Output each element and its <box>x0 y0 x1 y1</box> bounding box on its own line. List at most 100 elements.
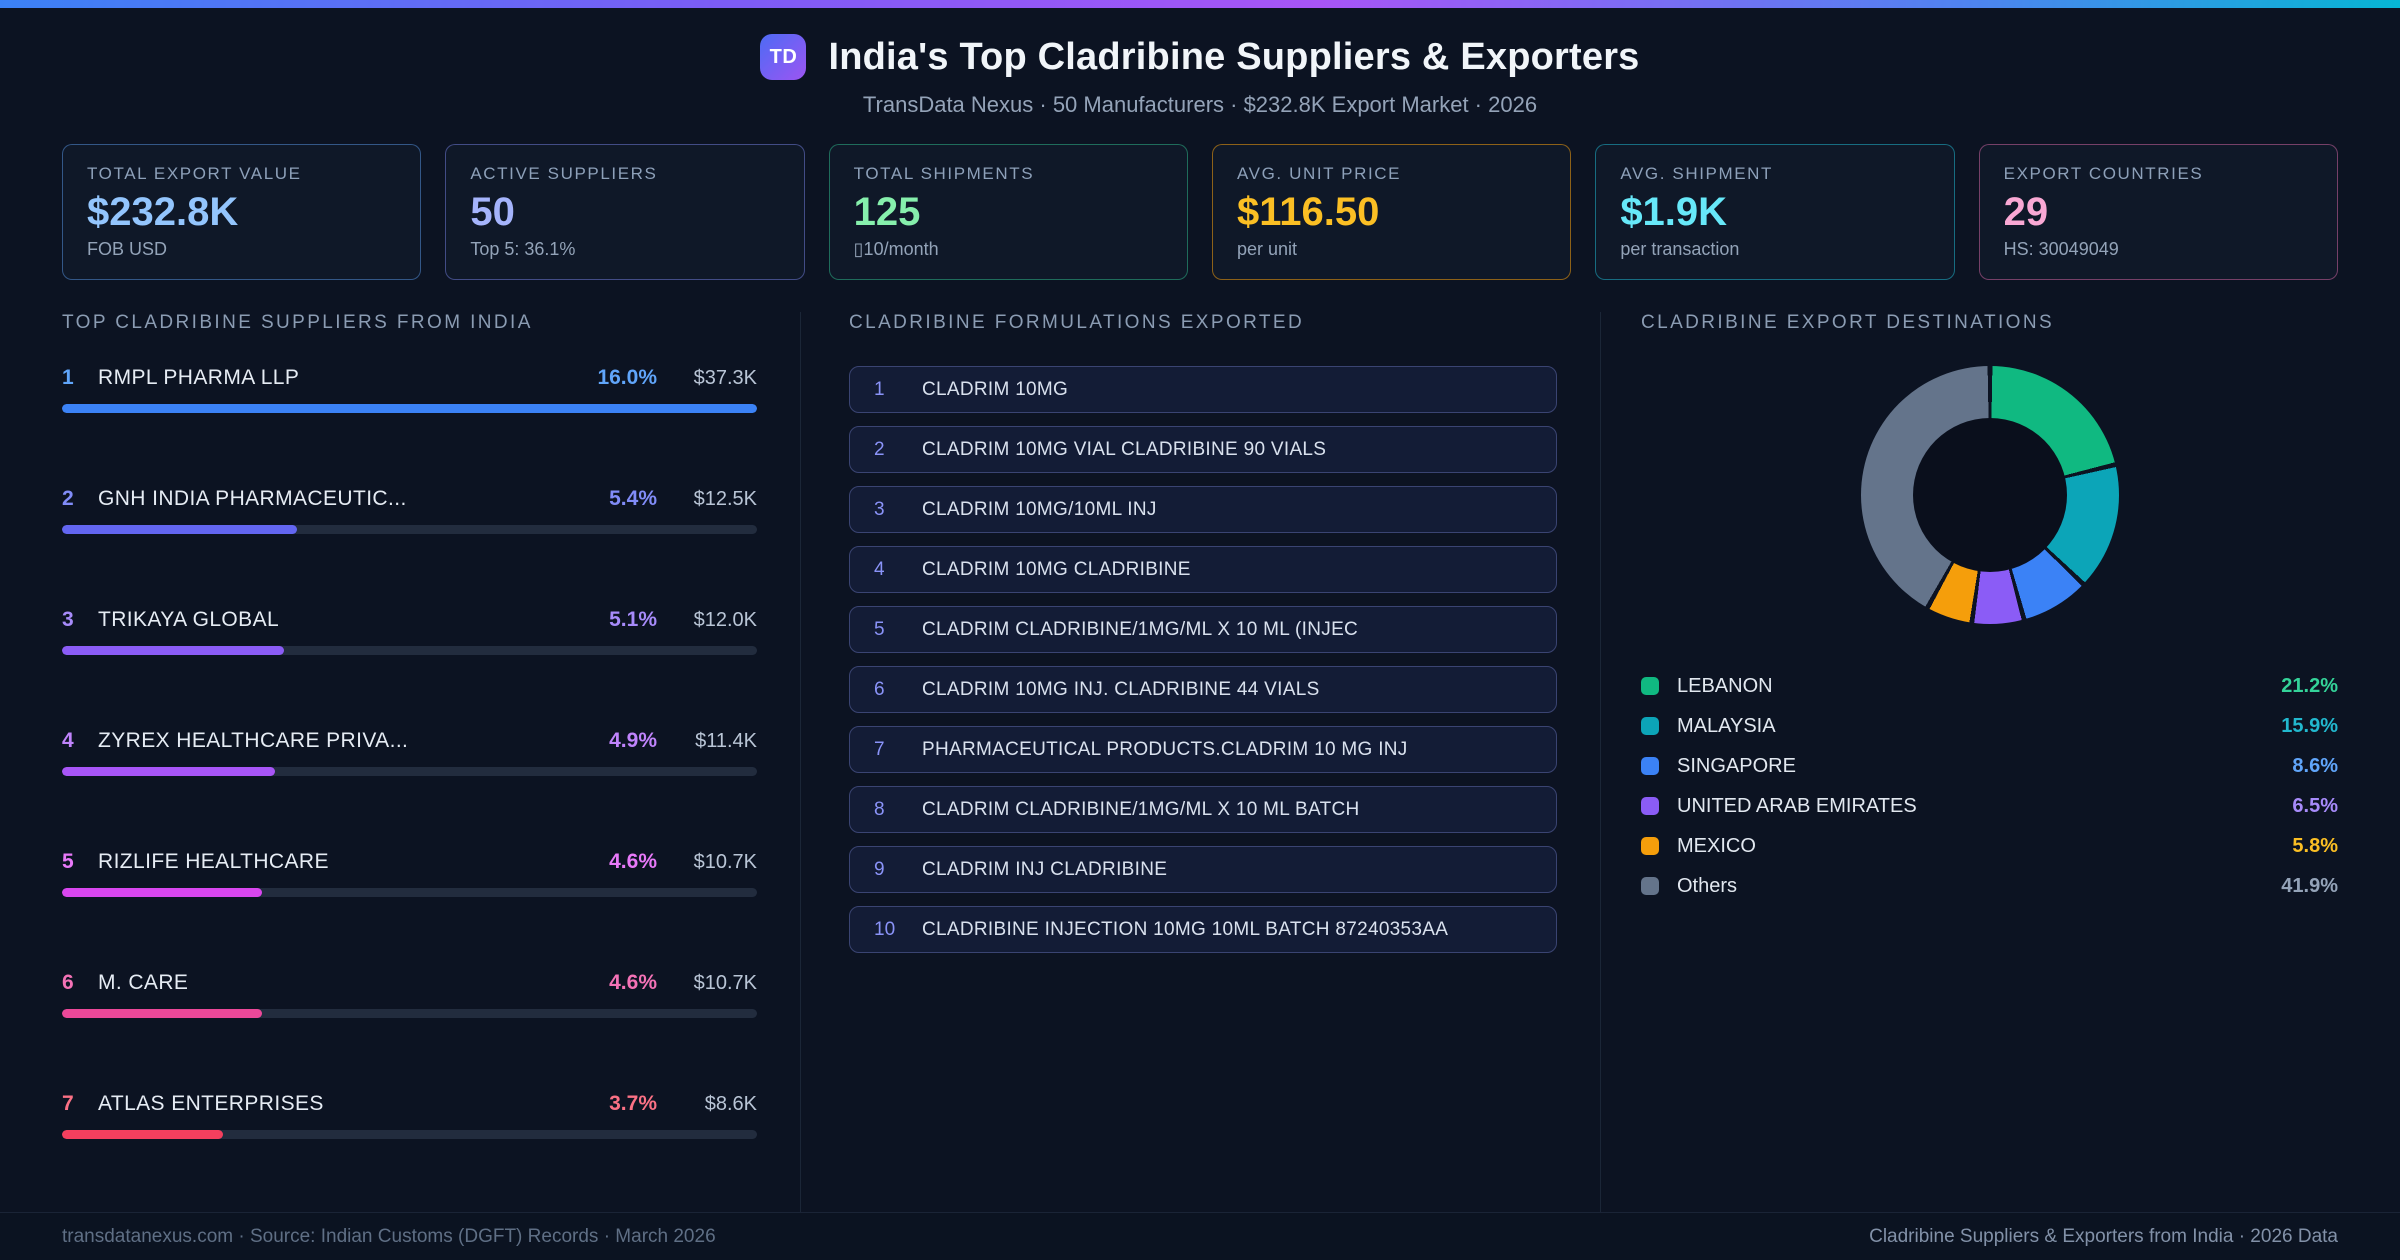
suppliers-panel: TOP CLADRIBINE SUPPLIERS FROM INDIA 1 RMP… <box>62 312 800 1212</box>
stat-subtext: HS: 30049049 <box>2003 239 2119 259</box>
formulation-rank: 2 <box>874 438 885 460</box>
legend-percent-value: 5.8% <box>2292 834 2338 857</box>
formulation-name: CLADRIM CLADRIBINE/1MG/ML X 10 ML (INJEC <box>922 618 1359 640</box>
legend-swatch <box>1641 797 1659 815</box>
supplier-export-value: $11.4K <box>695 730 757 752</box>
supplier-row-header: 2 GNH INDIA PHARMACEUTIC... 5.4% $12.5K <box>62 487 757 511</box>
supplier-share-percent: 4.6% <box>609 850 657 873</box>
formulation-name: CLADRIM 10MG <box>922 378 1069 400</box>
suppliers-title: TOP CLADRIBINE SUPPLIERS FROM INDIA <box>62 312 533 333</box>
legend-swatch <box>1641 757 1659 775</box>
supplier-rank: 3 <box>62 608 74 631</box>
supplier-row-header: 4 ZYREX HEALTHCARE PRIVA... 4.9% $11.4K <box>62 729 757 753</box>
main-content: TOP CLADRIBINE SUPPLIERS FROM INDIA 1 RMP… <box>62 312 2338 1212</box>
supplier-name: ZYREX HEALTHCARE PRIVA... <box>98 729 409 752</box>
legend-percent-value: 21.2% <box>2281 674 2338 697</box>
legend-swatch <box>1641 717 1659 735</box>
supplier-row: 2 GNH INDIA PHARMACEUTIC... 5.4% $12.5K <box>62 487 757 534</box>
stat-label: AVG. SHIPMENT <box>1620 164 1774 183</box>
formulations-title: CLADRIBINE FORMULATIONS EXPORTED <box>849 312 1305 333</box>
formulation-item[interactable]: 10 CLADRIBINE INJECTION 10MG 10ML BATCH 8… <box>849 906 1557 953</box>
supplier-export-value: $12.0K <box>693 609 757 631</box>
legend-country-label: Others <box>1677 874 1738 897</box>
supplier-rank: 6 <box>62 971 74 994</box>
formulation-rank: 8 <box>874 798 885 820</box>
supplier-row: 5 RIZLIFE HEALTHCARE 4.6% $10.7K <box>62 850 757 897</box>
supplier-row: 7 ATLAS ENTERPRISES 3.7% $8.6K <box>62 1092 757 1139</box>
supplier-share-percent: 16.0% <box>597 366 657 389</box>
donut-hole <box>1912 418 2067 572</box>
supplier-bar-fill <box>62 1009 262 1018</box>
stat-card-4: AVG. UNIT PRICE $116.50 per unit <box>1211 144 1572 280</box>
legend-percent-value: 15.9% <box>2281 714 2338 737</box>
legend-row: UNITED ARAB EMIRATES 6.5% <box>1641 792 2338 820</box>
stat-value: $232.8K <box>87 190 239 234</box>
formulation-rank: 3 <box>874 498 885 520</box>
formulation-rank: 6 <box>874 678 885 700</box>
stat-subtext: per transaction <box>1620 239 1740 259</box>
formulation-item[interactable]: 3 CLADRIM 10MG/10ML INJ <box>849 486 1557 533</box>
supplier-rank: 5 <box>62 850 74 873</box>
supplier-export-value: $12.5K <box>693 488 757 510</box>
stat-label: TOTAL EXPORT VALUE <box>87 164 302 183</box>
stat-card-1: TOTAL EXPORT VALUE $232.8K FOB USD <box>62 144 422 280</box>
legend-swatch <box>1641 837 1659 855</box>
formulation-name: CLADRIM CLADRIBINE/1MG/ML X 10 ML BATCH <box>922 798 1360 820</box>
stat-label: EXPORT COUNTRIES <box>2003 164 2204 183</box>
supplier-bar-fill <box>62 1130 223 1139</box>
stat-cards-row: TOTAL EXPORT VALUE $232.8K FOB USD ACTIVE S… <box>62 144 2338 280</box>
stat-label: AVG. UNIT PRICE <box>1236 164 1402 183</box>
formulations-panel: CLADRIBINE FORMULATIONS EXPORTED 1 CLADRI… <box>800 312 1600 1212</box>
formulation-item[interactable]: 2 CLADRIM 10MG VIAL CLADRIBINE 90 VIALS <box>849 426 1557 473</box>
footer-source-text[interactable]: transdatanexus.com · Source: Indian Cust… <box>62 1225 716 1247</box>
formulation-item[interactable]: 6 CLADRIM 10MG INJ. CLADRIBINE 44 VIALS <box>849 666 1557 713</box>
stat-label: ACTIVE SUPPLIERS <box>470 164 658 183</box>
supplier-bar-track <box>62 888 757 897</box>
supplier-share-percent: 4.6% <box>609 971 657 994</box>
supplier-row: 1 RMPL PHARMA LLP 16.0% $37.3K <box>62 366 757 413</box>
legend-country-label: MEXICO <box>1677 834 1756 857</box>
supplier-row-header: 5 RIZLIFE HEALTHCARE 4.6% $10.7K <box>62 850 757 874</box>
supplier-bar-track <box>62 1009 757 1018</box>
supplier-bar-fill <box>62 404 757 413</box>
suppliers-bar-list: 1 RMPL PHARMA LLP 16.0% $37.3K 2 GNH INDIA PH… <box>62 366 757 1139</box>
stat-card-6: EXPORT COUNTRIES 29 HS: 30049049 <box>1978 144 2338 280</box>
supplier-name: TRIKAYA GLOBAL <box>98 608 280 631</box>
formulation-item[interactable]: 5 CLADRIM CLADRIBINE/1MG/ML X 10 ML (INJE… <box>849 606 1557 653</box>
formulation-name: CLADRIM 10MG CLADRIBINE <box>922 558 1191 580</box>
supplier-name: GNH INDIA PHARMACEUTIC... <box>98 487 407 510</box>
formulation-name: CLADRIM 10MG INJ. CLADRIBINE 44 VIALS <box>922 678 1320 700</box>
legend-percent-value: 6.5% <box>2292 794 2338 817</box>
supplier-rank: 7 <box>62 1092 74 1115</box>
supplier-export-value: $37.3K <box>693 367 757 389</box>
supplier-bar-fill <box>62 646 284 655</box>
stat-subtext: Top 5: 36.1% <box>470 239 576 259</box>
supplier-bar-track <box>62 1130 757 1139</box>
supplier-export-value: $8.6K <box>704 1093 757 1115</box>
legend-percent-value: 8.6% <box>2292 754 2338 777</box>
header: TD India's Top Cladribine Suppliers & Ex… <box>0 8 2400 118</box>
supplier-bar-track <box>62 404 757 413</box>
legend-row: MEXICO 5.8% <box>1641 832 2338 860</box>
stat-subtext: FOB USD <box>87 239 168 259</box>
supplier-share-percent: 5.4% <box>609 487 657 510</box>
formulation-item[interactable]: 9 CLADRIM INJ CLADRIBINE <box>849 846 1557 893</box>
formulation-rank: 10 <box>874 918 896 940</box>
formulation-rank: 4 <box>874 558 885 580</box>
stat-label: TOTAL SHIPMENTS <box>853 164 1035 183</box>
supplier-bar-track <box>62 767 757 776</box>
accent-gradient-bar <box>0 0 2400 8</box>
export-destinations-donut-chart <box>1860 366 2119 624</box>
legend-country-label: UNITED ARAB EMIRATES <box>1677 794 1917 817</box>
stat-value: 50 <box>470 190 515 234</box>
supplier-bar-track <box>62 646 757 655</box>
formulation-item[interactable]: 7 PHARMACEUTICAL PRODUCTS.CLADRIM 10 MG I… <box>849 726 1557 773</box>
legend-country-label: LEBANON <box>1677 674 1773 697</box>
stat-value: 29 <box>2003 190 2049 234</box>
formulation-item[interactable]: 1 CLADRIM 10MG <box>849 366 1557 413</box>
supplier-export-value: $10.7K <box>693 972 757 994</box>
formulation-item[interactable]: 8 CLADRIM CLADRIBINE/1MG/ML X 10 ML BATCH <box>849 786 1557 833</box>
supplier-row-header: 1 RMPL PHARMA LLP 16.0% $37.3K <box>62 366 757 390</box>
formulation-item[interactable]: 4 CLADRIM 10MG CLADRIBINE <box>849 546 1557 593</box>
supplier-name: RIZLIFE HEALTHCARE <box>98 850 329 873</box>
